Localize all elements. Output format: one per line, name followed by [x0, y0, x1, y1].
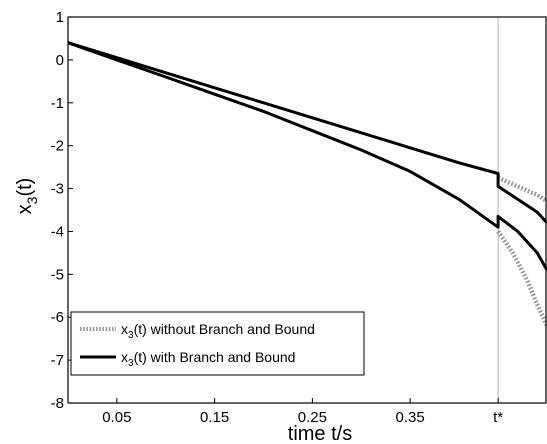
plot-frame — [67, 16, 547, 404]
y-tick-label: 1 — [56, 9, 64, 26]
legend-label-with-tail: (t) with Branch and Bound — [134, 349, 296, 365]
series-with-line-1 — [67, 41, 547, 224]
x-tick-label: 0.05 — [102, 409, 131, 426]
y-tick-label: -4 — [51, 223, 64, 240]
y-tick-label: -8 — [51, 395, 64, 412]
legend-label-without: x3(t) without Branch and Bound — [121, 321, 315, 341]
legend-label-without-sub: 3 — [128, 330, 134, 341]
x-tick-label: t* — [493, 409, 503, 426]
y-tick-label: -2 — [51, 138, 64, 155]
legend-label-without-tail: (t) without Branch and Bound — [134, 321, 315, 337]
y-axis-label-tail: (t) — [14, 178, 36, 197]
legend-box — [70, 311, 365, 376]
y-tick-label: -5 — [51, 266, 64, 283]
x-tick-label: 0.15 — [200, 409, 229, 426]
y-tick-label: -3 — [51, 181, 64, 198]
y-axis-label-sub: 3 — [24, 196, 40, 204]
x-tick-label: 0.25 — [298, 409, 327, 426]
y-tick-label: -1 — [51, 95, 64, 112]
y-tick-label: -7 — [51, 352, 64, 369]
series-without-line-1 — [497, 175, 547, 204]
legend-label-with-main: x — [121, 349, 128, 365]
y-tick-label: -6 — [51, 309, 64, 326]
legend-label-with-sub: 3 — [128, 358, 134, 369]
y-axis-label: x3(t) — [14, 178, 40, 215]
legend-label-without-main: x — [121, 321, 128, 337]
x-tick-label: 0.35 — [396, 409, 425, 426]
series-with-line-2 — [67, 41, 547, 271]
y-axis-label-main: x — [14, 204, 36, 214]
x-axis-label: time t/s — [288, 423, 352, 444]
series-without-line-2 — [496, 230, 547, 327]
y-tick-label: 0 — [56, 52, 64, 69]
legend-label-with: x3(t) with Branch and Bound — [121, 349, 295, 369]
legend: x3(t) without Branch and Bound x3(t) wit… — [70, 311, 365, 376]
